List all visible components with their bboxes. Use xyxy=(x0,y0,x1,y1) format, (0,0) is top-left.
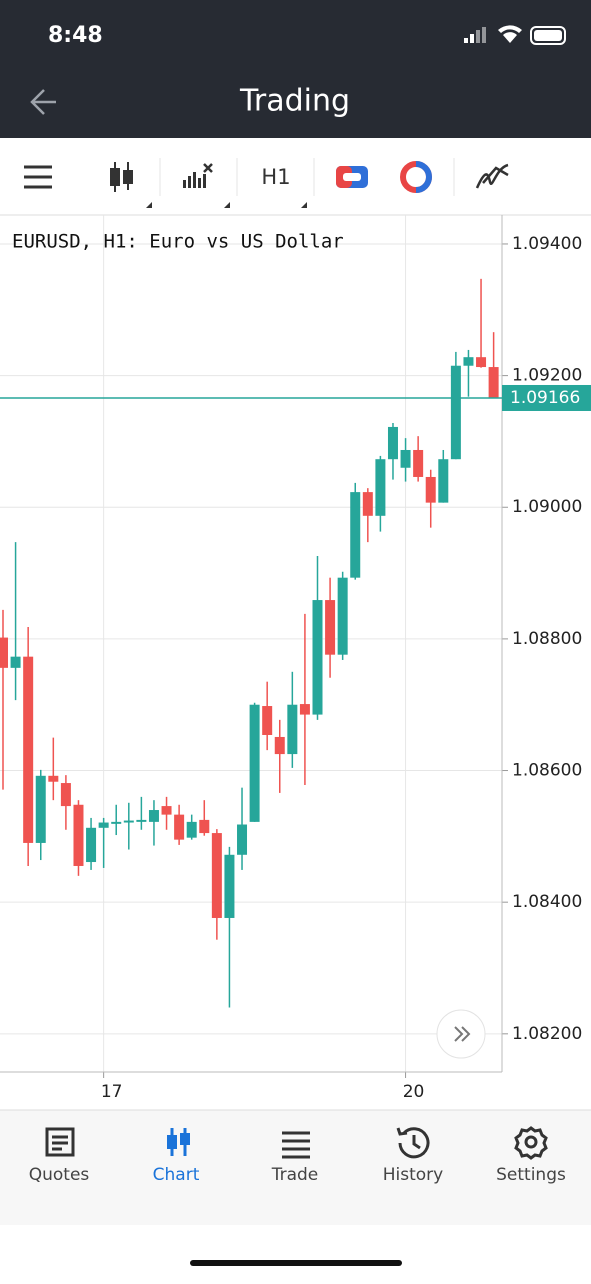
tab-bar xyxy=(0,1110,591,1225)
candle-body xyxy=(438,459,449,503)
home-indicator xyxy=(190,1260,402,1266)
timeframe-button[interactable]: H1 xyxy=(261,165,290,189)
candle-body xyxy=(23,656,34,843)
candle-body xyxy=(249,704,260,822)
candle-body xyxy=(312,600,323,715)
candle-body xyxy=(123,820,134,823)
tabs: Quotes Chart Trade History Settings xyxy=(29,1126,566,1185)
candle-body xyxy=(262,706,273,735)
trade-button[interactable] xyxy=(336,166,368,188)
y-tick-label: 1.08800 xyxy=(512,629,582,649)
back-button[interactable] xyxy=(30,89,56,115)
tab-label: Chart xyxy=(153,1165,200,1185)
header-title: Trading xyxy=(239,84,350,119)
candle-body xyxy=(60,783,71,807)
y-tick-label: 1.08400 xyxy=(512,892,582,912)
timeframe-caret xyxy=(301,202,307,208)
tab[interactable]: Quotes xyxy=(29,1127,90,1185)
current-price-box xyxy=(502,384,591,411)
y-tick-label: 1.08200 xyxy=(512,1024,582,1044)
indicators-button[interactable] xyxy=(183,163,230,208)
candle-body xyxy=(174,814,185,840)
y-tick-label: 1.09000 xyxy=(512,497,582,517)
candle-body xyxy=(287,704,298,755)
x-tick-label: 20 xyxy=(403,1082,425,1102)
tab-label: Settings xyxy=(496,1165,566,1185)
candle-body xyxy=(299,704,310,715)
chart: 1.08200 1.08400 1.08600 1.08800 1.09000 1.092… xyxy=(0,215,591,1102)
one-click-button[interactable] xyxy=(400,161,432,193)
tab-icon xyxy=(514,1126,548,1160)
chart-title: EURUSD, H1: Euro vs US Dollar xyxy=(12,231,344,253)
toolbar xyxy=(0,138,591,215)
status-icons xyxy=(464,25,566,45)
header-bg xyxy=(0,0,591,138)
candle-body xyxy=(476,357,487,368)
tab-icon xyxy=(282,1131,310,1159)
tab-icon xyxy=(167,1135,177,1149)
scroll-button[interactable] xyxy=(436,1009,486,1059)
candle-body xyxy=(337,577,348,655)
tab-icon xyxy=(180,1133,190,1145)
menu-button[interactable] xyxy=(24,165,52,189)
candle-body xyxy=(450,365,461,460)
candle-body xyxy=(98,822,109,828)
candle-body xyxy=(350,492,361,578)
current-price-label: 1.09166 xyxy=(510,388,580,408)
chart-type-button[interactable] xyxy=(110,162,152,208)
candle-body xyxy=(362,492,373,516)
x-tick-label: 17 xyxy=(101,1082,123,1102)
tab[interactable]: Chart xyxy=(153,1128,200,1185)
candle-body xyxy=(48,775,59,782)
tab-icon xyxy=(396,1127,430,1159)
y-tick-label: 1.08600 xyxy=(512,761,582,781)
status-time: 8:48 xyxy=(48,23,103,48)
candle-body xyxy=(325,600,336,655)
candle-body xyxy=(186,821,197,838)
candle-body xyxy=(224,854,235,918)
tab-label: History xyxy=(383,1165,443,1185)
candle-body xyxy=(387,426,398,460)
candle-body xyxy=(413,449,424,477)
candle-body xyxy=(161,806,172,815)
tab[interactable]: Trade xyxy=(271,1131,319,1185)
candle-body xyxy=(136,819,147,822)
candle-body xyxy=(274,736,285,755)
candle-body xyxy=(111,821,122,824)
tab-label: Quotes xyxy=(29,1165,90,1185)
candle-body xyxy=(425,476,436,503)
candle-body xyxy=(35,775,46,843)
tab-icon xyxy=(45,1127,75,1157)
candle-body xyxy=(148,810,159,822)
tab-label: Trade xyxy=(271,1165,319,1185)
y-tick-label: 1.09200 xyxy=(512,366,582,386)
candle-body xyxy=(211,833,222,918)
tab[interactable]: History xyxy=(383,1127,443,1185)
y-tick-label: 1.09400 xyxy=(512,234,582,254)
candle-body xyxy=(375,459,386,516)
candle-body xyxy=(199,819,210,834)
candle-body xyxy=(488,367,499,398)
candle-body xyxy=(237,824,248,855)
candle-body xyxy=(0,637,8,668)
tab[interactable]: Settings xyxy=(496,1126,566,1185)
candle-body xyxy=(73,804,84,866)
candle-body xyxy=(463,357,474,366)
candle-body xyxy=(86,827,97,863)
candle-body xyxy=(400,449,411,468)
candle-body xyxy=(10,656,21,668)
tab-icon xyxy=(524,1135,538,1149)
objects-button[interactable] xyxy=(475,163,509,189)
